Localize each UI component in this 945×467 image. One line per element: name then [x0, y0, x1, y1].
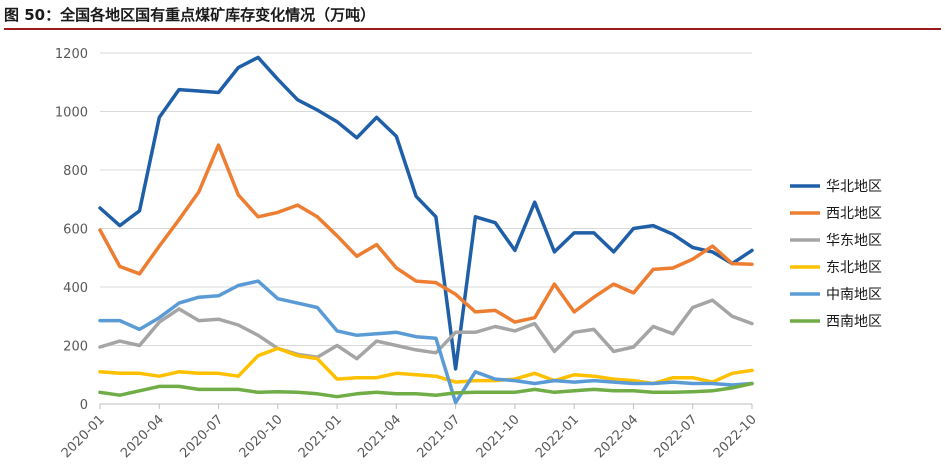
legend-label: 东北地区: [826, 260, 882, 276]
x-tick-label: 2022-04: [592, 412, 641, 461]
legend-label: 西北地区: [826, 206, 882, 222]
series-line-6: [98, 381, 754, 399]
legend-label: 中南地区: [826, 287, 882, 303]
y-tick-label: 200: [63, 340, 88, 355]
y-tick-label: 600: [63, 223, 88, 238]
x-tick-label: 2020-07: [177, 412, 226, 461]
series-line-4: [98, 346, 754, 386]
x-tick-label: 2022-10: [711, 412, 760, 461]
y-tick-label: 800: [63, 164, 88, 179]
x-tick-label: 2020-10: [237, 412, 286, 461]
series-line-5: [98, 279, 754, 405]
x-tick-label: 2020-04: [118, 412, 167, 461]
legend-label: 华北地区: [826, 179, 882, 195]
x-tick-label: 2021-01: [296, 412, 345, 461]
series-line-1: [98, 55, 754, 371]
x-tick-label: 2021-07: [414, 412, 463, 461]
y-tick-label: 0: [80, 398, 88, 413]
x-tick-label: 2021-10: [474, 412, 523, 461]
y-tick-label: 1000: [55, 106, 88, 121]
x-tick-label: 2020-01: [59, 412, 108, 461]
series-lines: [98, 55, 754, 405]
legend-label: 西南地区: [826, 314, 882, 330]
series-line-2: [98, 143, 754, 324]
x-tick-label: 2022-01: [533, 412, 582, 461]
x-tick-label: 2021-04: [355, 412, 404, 461]
series-line-3: [98, 298, 754, 361]
legend-label: 华东地区: [826, 233, 882, 249]
figure-title: 图 50：全国各地区国有重点煤矿库存变化情况（万吨）: [4, 2, 941, 30]
y-tick-label: 400: [63, 281, 88, 296]
x-tick-label: 2022-07: [652, 412, 701, 461]
y-tick-label: 1200: [55, 47, 88, 62]
gridlines: [100, 52, 752, 346]
